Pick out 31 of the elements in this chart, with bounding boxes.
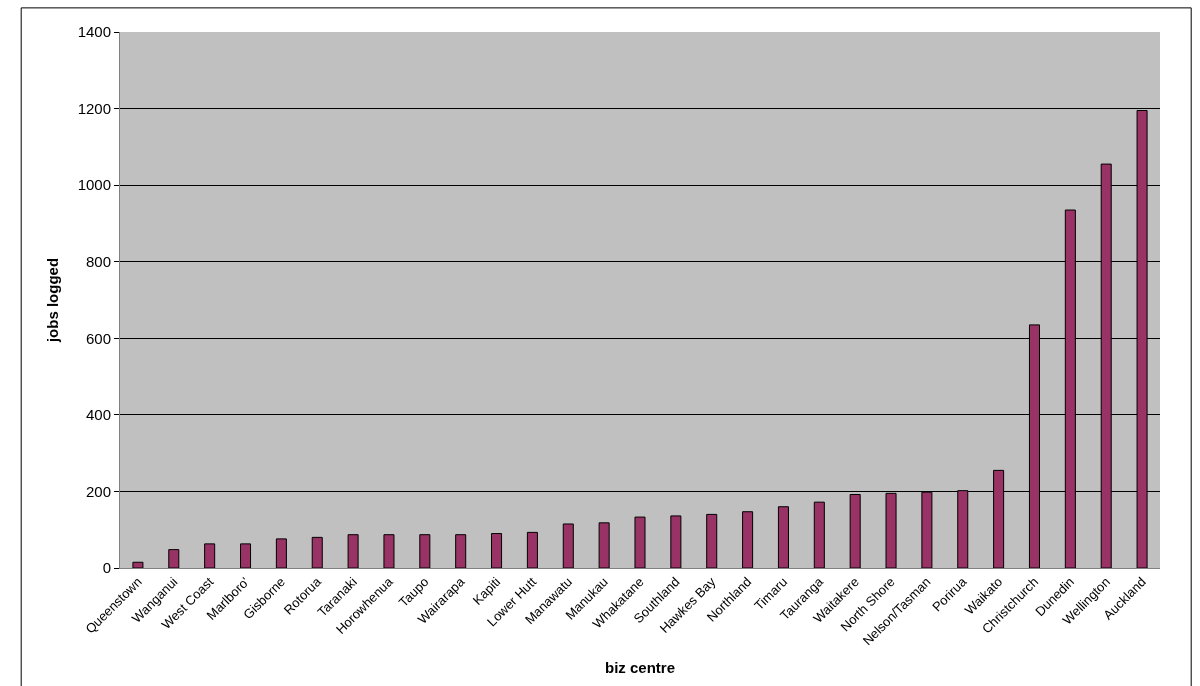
bar	[132, 561, 144, 568]
y-tick-label: 800	[85, 252, 111, 270]
bar	[347, 534, 359, 568]
bar	[706, 513, 718, 568]
y-tick-label: 1200	[77, 99, 111, 117]
bar	[240, 543, 252, 568]
y-axis-title: jobs logged	[43, 257, 61, 344]
bar	[419, 534, 431, 568]
bar	[204, 543, 216, 568]
y-tick-label: 1400	[77, 23, 111, 41]
bar	[562, 523, 574, 568]
bar	[526, 531, 538, 568]
y-tick-label: 200	[85, 482, 111, 500]
bar	[598, 522, 610, 568]
bar	[634, 516, 646, 568]
x-axis-title: biz centre	[604, 659, 676, 677]
bar	[742, 511, 754, 568]
bar	[491, 533, 503, 568]
y-tick-label: 600	[85, 329, 111, 347]
bar	[275, 538, 287, 568]
y-tick-label: 1000	[77, 176, 111, 194]
bar	[455, 534, 467, 568]
bar	[777, 506, 789, 568]
bar	[383, 534, 395, 568]
bar	[670, 515, 682, 568]
bar	[849, 493, 861, 568]
bar	[813, 501, 825, 568]
bar	[311, 536, 323, 568]
y-tick-label: 0	[102, 559, 111, 577]
y-tick-label: 400	[85, 406, 111, 424]
bar	[168, 549, 180, 568]
